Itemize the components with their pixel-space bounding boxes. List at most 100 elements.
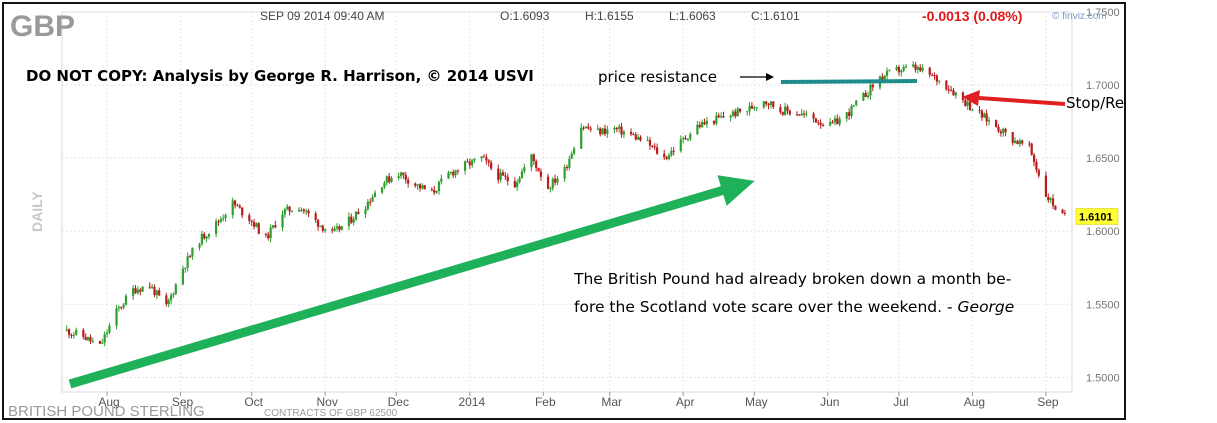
- candle-body: [802, 113, 806, 115]
- candle-body: [269, 227, 272, 239]
- candle-body: [620, 126, 623, 135]
- candle-body: [978, 110, 981, 112]
- candle-body: [999, 131, 1002, 134]
- candle-body: [366, 201, 369, 210]
- resistance-label: price resistance: [598, 68, 717, 86]
- candle-body: [580, 127, 583, 149]
- candle-body: [1054, 205, 1057, 210]
- candle-body: [686, 138, 690, 140]
- candle-body: [720, 116, 723, 118]
- candle-body: [207, 233, 211, 237]
- candle-body: [1047, 196, 1050, 201]
- candle-body: [89, 336, 92, 342]
- candle-body: [788, 110, 791, 115]
- comment-line-2: fore the Scotland vote scare over the we…: [574, 298, 1014, 316]
- stop-reverse-arrow-head: [962, 90, 980, 106]
- candle-body: [70, 334, 73, 336]
- candle-body: [518, 178, 521, 183]
- candle-body: [231, 200, 234, 216]
- candle-body: [698, 124, 701, 128]
- candle-body: [1037, 170, 1040, 176]
- y-tick-label: 1.5500: [1086, 299, 1120, 311]
- candle-body: [300, 209, 303, 211]
- candle-body: [781, 111, 784, 115]
- timestamp: SEP 09 2014 09:40 AM: [260, 9, 385, 23]
- candle-body: [869, 84, 872, 96]
- candle-body: [589, 128, 592, 130]
- comment-line-1: The British Pound had already broken dow…: [573, 270, 1011, 288]
- candle-body: [523, 167, 526, 172]
- candle-body: [722, 116, 725, 118]
- candle-body: [947, 89, 950, 91]
- candle-body: [971, 110, 974, 112]
- candle-body: [307, 210, 310, 214]
- candle-body: [105, 332, 109, 335]
- candle-body: [305, 210, 308, 212]
- candle-body: [964, 99, 967, 106]
- candle-body: [271, 225, 275, 228]
- candle-body: [881, 76, 884, 80]
- candle-body: [506, 176, 509, 182]
- candle-body: [921, 67, 924, 71]
- candle-body: [108, 325, 111, 333]
- candle-body: [933, 75, 936, 77]
- candle-body: [667, 155, 671, 159]
- x-tick-label: Feb: [535, 395, 556, 409]
- candle-body: [122, 304, 125, 308]
- candle-body: [634, 134, 637, 140]
- candle-body: [302, 209, 305, 212]
- candle-body: [290, 211, 294, 213]
- candle-body: [167, 300, 170, 305]
- candle-body: [416, 184, 419, 186]
- candle-body: [430, 189, 433, 191]
- candle-body: [98, 340, 102, 344]
- y-tick-label: 1.6000: [1086, 226, 1120, 238]
- x-tick-label: Apr: [676, 395, 695, 409]
- candle-body: [672, 150, 675, 152]
- y-tick-label: 1.7000: [1086, 80, 1120, 92]
- candle-body: [117, 307, 121, 309]
- candle-body: [670, 150, 673, 156]
- candle-body: [829, 122, 832, 126]
- candle-body: [347, 216, 350, 227]
- candle-body: [91, 340, 94, 342]
- candle-body: [155, 290, 158, 296]
- candle-body: [501, 172, 505, 176]
- candle-body: [805, 113, 808, 115]
- candle-body: [848, 112, 851, 116]
- candle-body: [390, 178, 393, 182]
- candle-body: [219, 219, 222, 222]
- candle-body: [399, 172, 403, 177]
- candle-body: [573, 148, 576, 154]
- candle-body: [274, 225, 277, 228]
- candle-body: [169, 295, 173, 301]
- candle-body: [938, 80, 941, 82]
- candle-body: [153, 286, 156, 296]
- candle-body: [385, 176, 388, 183]
- candle-body: [931, 74, 934, 76]
- stop-reverse-label: Stop/Reverse: [1066, 94, 1124, 112]
- candle-body: [454, 170, 457, 176]
- candle-body: [72, 334, 75, 336]
- candle-body: [314, 213, 317, 220]
- candle-body: [637, 137, 640, 140]
- candle-body: [912, 64, 915, 67]
- candle-body: [622, 131, 626, 135]
- candle-body: [437, 181, 441, 192]
- candle-body: [945, 80, 948, 90]
- stop-reverse-arrow: [978, 96, 1066, 106]
- chart-frame: 1.7500 1.7000 1.6500 1.6000 1.5500 1.5000 Aug…: [2, 2, 1126, 420]
- candle-body: [655, 147, 659, 154]
- candle-body: [241, 207, 244, 216]
- last-price-box: [1075, 208, 1119, 225]
- candle-body: [862, 92, 865, 101]
- candle-body: [738, 108, 742, 112]
- candle-body: [679, 139, 682, 152]
- candle-body: [340, 226, 343, 230]
- candle-body: [928, 67, 931, 75]
- candle-body: [765, 101, 768, 104]
- candle-body: [603, 128, 607, 134]
- price-resistance-line: [780, 79, 918, 84]
- candle-body: [335, 226, 339, 229]
- x-tick-label: Aug: [98, 395, 119, 409]
